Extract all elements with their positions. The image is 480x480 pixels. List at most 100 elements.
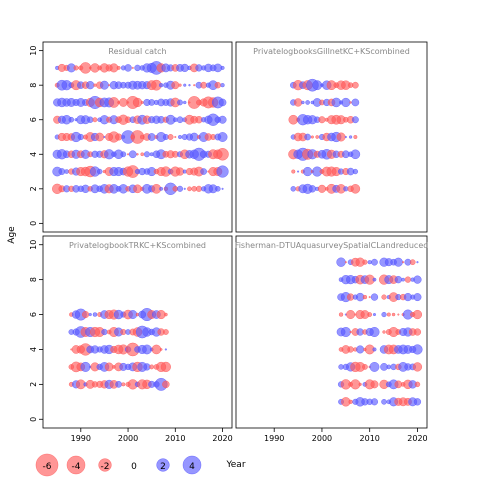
x-tick-label: 2010: [360, 434, 380, 443]
residual-bubble: [350, 149, 361, 160]
residual-bubble: [217, 132, 228, 142]
y-tick-label: 10: [29, 46, 38, 56]
y-tick-label: 4: [29, 152, 38, 157]
residual-bubble: [367, 260, 372, 265]
residual-bubble: [121, 382, 126, 387]
legend-item: 2: [156, 458, 170, 472]
residual-bubble: [87, 116, 94, 123]
residual-bubbles: [52, 61, 229, 196]
residual-bubble: [370, 380, 379, 389]
panel-title: PrivatelogbooksGillnetKC+KScombined: [253, 47, 410, 56]
residual-bubble: [140, 152, 145, 157]
residual-bubble: [412, 362, 423, 372]
residual-bubble: [344, 135, 347, 139]
residual-bubble: [291, 169, 296, 174]
panel-frame: [42, 41, 233, 233]
residual-bubble: [372, 312, 377, 317]
residual-bubble: [120, 151, 127, 158]
residual-bubble: [95, 132, 105, 142]
residual-bubble: [413, 328, 422, 336]
y-tick-label: 0: [29, 417, 38, 422]
residual-bubble: [336, 257, 346, 267]
residual-bubble: [220, 65, 225, 70]
residual-bubble: [215, 186, 221, 192]
residual-bubble: [131, 66, 134, 69]
panel-title: PrivatelogbookTRKC+KScombined: [69, 241, 206, 250]
residual-bubble: [351, 116, 359, 124]
residual-bubble: [174, 135, 177, 139]
residual-bubble: [127, 153, 130, 156]
residual-bubble: [116, 65, 121, 70]
x-tick-label: 2000: [312, 434, 332, 443]
residual-bubble: [64, 169, 69, 174]
residual-bubble: [103, 135, 106, 139]
residual-bubble: [178, 83, 182, 87]
residual-bubble: [401, 277, 406, 282]
residual-bubble: [151, 344, 162, 355]
legend: -6 -4 -2 0 2 4: [35, 453, 202, 477]
residual-bubble: [183, 187, 186, 190]
y-tick-label: 8: [29, 277, 38, 282]
residual-bubble: [108, 84, 111, 87]
residual-bubble: [369, 326, 380, 338]
residual-bubble: [349, 101, 352, 104]
residual-bubble: [340, 326, 351, 338]
legend-label: 2: [160, 462, 166, 472]
x-tick-label: 1990: [71, 434, 91, 443]
residual-bubble: [362, 294, 368, 300]
residual-bubble: [167, 134, 174, 140]
residual-bubble: [336, 132, 346, 142]
panel-title: Fisherman-DTUAquasurveySpatialCLandreduc…: [235, 241, 429, 250]
x-axis-label: Year: [225, 460, 245, 470]
residual-bubble: [386, 364, 392, 370]
legend-label: -6: [43, 462, 52, 472]
legend-item: 0: [131, 462, 137, 472]
residual-bubble: [160, 361, 171, 373]
residual-bubble: [293, 98, 303, 107]
residual-bubble: [351, 98, 360, 107]
legend-item: -6: [35, 453, 59, 477]
residual-bubble: [115, 133, 123, 141]
residual-bubbles: [336, 257, 423, 407]
y-axis-label: Age: [7, 226, 17, 244]
y-tick-label: 2: [29, 382, 38, 387]
residual-bubble: [218, 115, 227, 124]
residual-bubble: [368, 296, 371, 299]
residual-bubble: [136, 153, 139, 156]
residual-bubble: [188, 84, 191, 87]
residual-bubble: [99, 80, 109, 90]
residual-bubble: [80, 361, 91, 372]
residual-bubble: [347, 346, 354, 353]
y-tick-label: 4: [29, 347, 38, 352]
residual-bubble: [352, 168, 359, 175]
residual-bubble: [177, 99, 183, 106]
residual-bubble: [301, 100, 305, 105]
residual-bubble: [183, 83, 187, 87]
residual-bubble: [386, 312, 391, 317]
residual-bubble: [124, 64, 132, 72]
residual-bubble: [216, 148, 229, 161]
y-tick-label: 2: [29, 186, 38, 191]
legend-label: 4: [189, 462, 195, 472]
residual-bubble: [200, 168, 207, 175]
residual-bubble: [290, 186, 297, 192]
residual-bubble: [73, 65, 79, 71]
legend-item: -4: [66, 455, 86, 475]
residual-bubble: [315, 135, 320, 139]
residual-bubble: [412, 309, 423, 320]
residual-bubble: [416, 261, 419, 264]
residual-bubble: [369, 361, 380, 372]
residual-bubble: [409, 259, 416, 266]
legend-label: 0: [131, 462, 137, 472]
residual-bubble: [382, 330, 386, 334]
x-tick-label: 2020: [407, 434, 427, 443]
residual-bubble: [372, 277, 377, 282]
residual-bubble: [58, 168, 66, 175]
residual-bubble: [346, 310, 356, 320]
residual-bubble: [341, 97, 351, 108]
residual-bubble: [348, 135, 353, 139]
residual-bubble: [348, 399, 353, 404]
residual-bubble: [162, 329, 169, 335]
residual-bubble: [362, 363, 368, 370]
residual-bubble: [96, 168, 103, 175]
